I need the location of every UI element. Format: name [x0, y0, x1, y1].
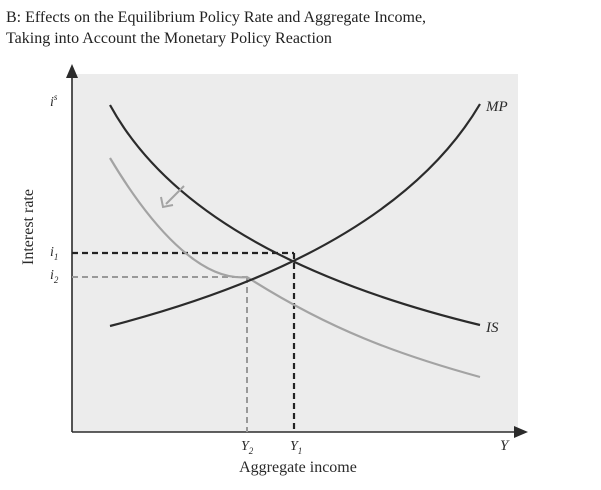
diagram-title: B: Effects on the Equilibrium Policy Rat…: [6, 7, 426, 49]
y1-label: Y1: [290, 439, 302, 456]
shifted-is-curve: [109, 157, 481, 379]
y2-label: Y2: [241, 439, 254, 456]
mp-curve: [109, 103, 481, 328]
is-curve: [109, 104, 481, 327]
x-axis-symbol: Y: [500, 438, 510, 454]
shift-arrow-line: [165, 185, 185, 205]
title-line-2: Taking into Account the Monetary Policy …: [6, 30, 332, 47]
x-axis-arrow: [514, 426, 528, 438]
mp-label: MP: [485, 99, 508, 115]
i1-label: i1: [50, 245, 58, 262]
shift-arrow-head: [160, 196, 174, 209]
y-axis-arrow: [66, 64, 78, 78]
is-label: IS: [485, 320, 499, 336]
y-axis-symbol: is: [50, 92, 58, 110]
i2-label: i2: [50, 268, 59, 285]
y-axis-label: Interest rate: [20, 189, 37, 265]
title-line-1: B: Effects on the Equilibrium Policy Rat…: [6, 9, 427, 26]
x-axis-label: Aggregate income: [239, 459, 357, 476]
